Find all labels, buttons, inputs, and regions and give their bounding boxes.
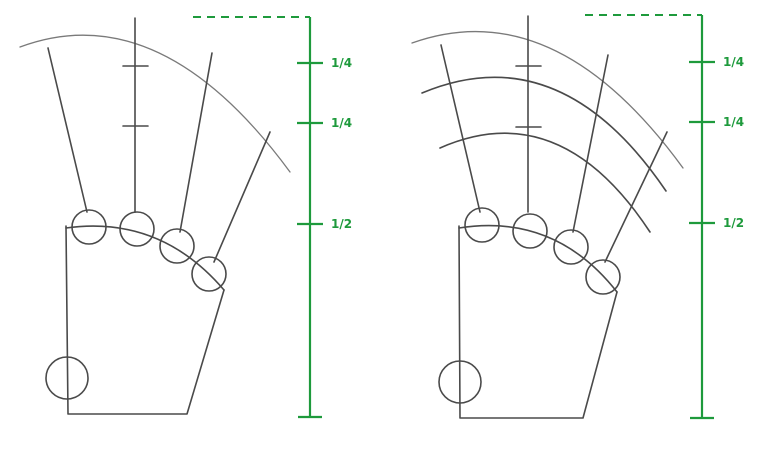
finger-line-index	[440, 44, 481, 213]
palm-outline	[458, 225, 618, 419]
thumb-joint-circle	[45, 356, 89, 400]
knuckle-circle	[191, 256, 227, 292]
knuckle-circle	[119, 211, 155, 247]
fraction-label: 1/4	[331, 56, 352, 70]
fraction-label: 1/2	[331, 217, 352, 231]
finger-joint-arc-upper	[421, 76, 667, 192]
finger-line-pinky	[604, 131, 668, 263]
finger-joint-arc-lower	[439, 132, 651, 233]
knuckle-circle	[553, 229, 589, 265]
palm-outline	[65, 225, 225, 415]
thumb-joint-circle	[438, 360, 482, 404]
finger-line-ring	[572, 54, 609, 233]
fingertip-arc	[19, 34, 291, 173]
left-panel: 1/4 1/4 1/2	[19, 16, 352, 419]
fraction-label: 1/4	[331, 116, 352, 130]
fraction-label: 1/4	[723, 55, 744, 69]
right-panel: 1/4 1/4 1/2	[411, 14, 744, 420]
knuckle-circle	[512, 213, 548, 249]
fingertip-arc	[411, 30, 684, 169]
knuckle-arc	[458, 224, 618, 293]
finger-line-ring	[179, 52, 213, 233]
knuckle-arc	[65, 225, 225, 291]
knuckle-circle	[464, 207, 500, 243]
knuckle-circle	[585, 259, 621, 295]
finger-line-pinky	[213, 131, 271, 263]
knuckle-circle	[159, 228, 195, 264]
fraction-label: 1/2	[723, 216, 744, 230]
finger-line-index	[47, 47, 88, 213]
fraction-label: 1/4	[723, 115, 744, 129]
